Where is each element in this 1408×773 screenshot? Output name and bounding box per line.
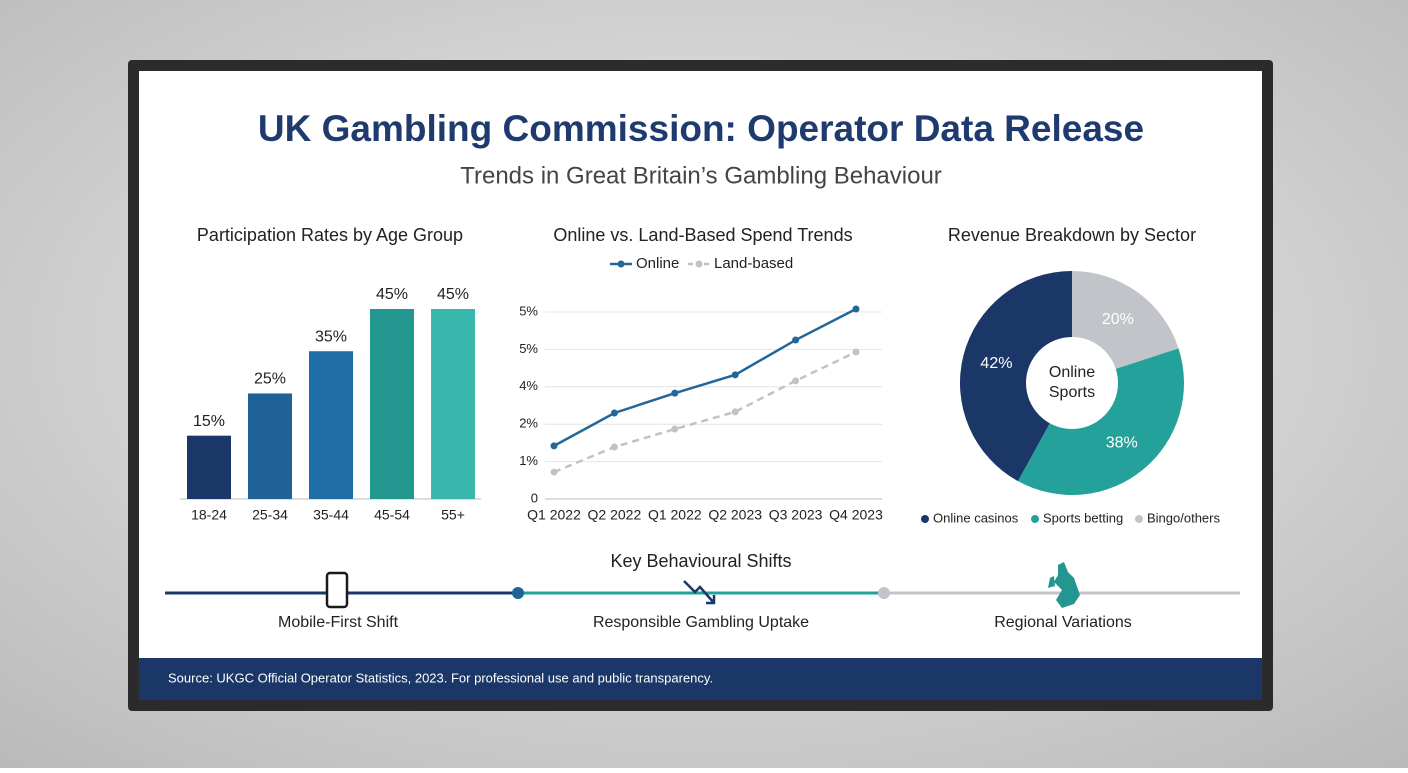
x-tick-label: 55+: [441, 507, 465, 523]
x-tick-label: Q1 2022: [527, 507, 581, 523]
legend-swatch: [1031, 515, 1039, 523]
y-tick-label: 5%: [519, 341, 538, 356]
y-tick-label: 5%: [519, 303, 538, 318]
pie-slice: [1018, 348, 1185, 496]
series-point: [792, 336, 800, 344]
y-tick-label: 1%: [519, 453, 538, 468]
uk-map-icon: [1048, 562, 1080, 608]
series-point: [792, 377, 800, 385]
data-label: 45%: [437, 286, 469, 303]
series-point: [550, 468, 558, 476]
bar: [187, 435, 231, 499]
donut-hole: [1026, 337, 1118, 429]
footer-band: [139, 658, 1262, 700]
series-point: [852, 348, 860, 356]
timeline-dot: [512, 587, 524, 599]
legend-label: Online: [636, 255, 679, 272]
x-tick-label: 45-54: [374, 507, 410, 523]
legend-swatch: [1135, 515, 1143, 523]
pie-slice: [959, 271, 1072, 482]
timeline-label: Responsible Gambling Uptake: [593, 614, 809, 631]
data-label: 15%: [193, 413, 225, 430]
x-tick-label: 18-24: [191, 507, 227, 523]
x-tick-label: 25-34: [252, 507, 288, 523]
series-point: [550, 442, 558, 450]
legend-label: Online casinos: [933, 510, 1019, 525]
center-label: Online Sports: [1049, 364, 1095, 401]
bar: [431, 309, 475, 499]
series-line: [553, 307, 857, 447]
legend-label: Land-based: [714, 255, 793, 272]
chart-title: Participation Rates by Age Group: [197, 225, 463, 245]
data-label: 38%: [1106, 434, 1138, 451]
chart-title: Online vs. Land-Based Spend Trends: [553, 225, 852, 245]
page-subtitle: Trends in Great Britain’s Gambling Behav…: [460, 162, 942, 189]
footer-text: Source: UKGC Official Operator Statistic…: [168, 670, 713, 685]
data-label: 35%: [315, 328, 347, 345]
bar: [309, 351, 353, 499]
page-title: UK Gambling Commission: Operator Data Re…: [258, 108, 1144, 149]
trend-icon: [683, 580, 716, 605]
legend-label: Sports betting: [1043, 510, 1123, 525]
data-label: 42%: [980, 355, 1012, 372]
bar: [370, 309, 414, 499]
y-tick-label: 0: [531, 490, 538, 505]
series-point: [610, 443, 618, 451]
legend-swatch: [695, 260, 703, 268]
y-tick-label: 2%: [519, 416, 538, 431]
series-point: [671, 389, 679, 397]
x-tick-label: 35-44: [313, 507, 349, 523]
timeline-dot: [878, 587, 890, 599]
bar: [248, 393, 292, 499]
x-tick-label: Q4 2023: [829, 507, 883, 523]
series-point: [852, 305, 860, 313]
y-tick-label: 4%: [519, 378, 538, 393]
legend-swatch: [617, 260, 625, 268]
legend-swatch: [921, 515, 929, 523]
series-point: [731, 408, 739, 416]
x-tick-label: Q2 2023: [708, 507, 762, 523]
timeline-label: Regional Variations: [994, 614, 1132, 631]
x-tick-label: Q1 2022: [648, 507, 702, 523]
legend-label: Bingo/others: [1147, 510, 1220, 525]
timeline-label: Mobile-First Shift: [278, 614, 399, 631]
x-tick-label: Q3 2023: [769, 507, 823, 523]
timeline-title: Key Behavioural Shifts: [610, 551, 791, 571]
data-label: 20%: [1102, 311, 1134, 328]
series-point: [610, 409, 618, 417]
series-point: [731, 371, 739, 379]
data-label: 45%: [376, 286, 408, 303]
phone-icon: [325, 571, 349, 609]
series-line: [553, 350, 857, 474]
chart-title: Revenue Breakdown by Sector: [948, 225, 1196, 245]
data-label: 25%: [254, 371, 286, 388]
series-point: [671, 425, 679, 433]
x-tick-label: Q2 2022: [588, 507, 642, 523]
